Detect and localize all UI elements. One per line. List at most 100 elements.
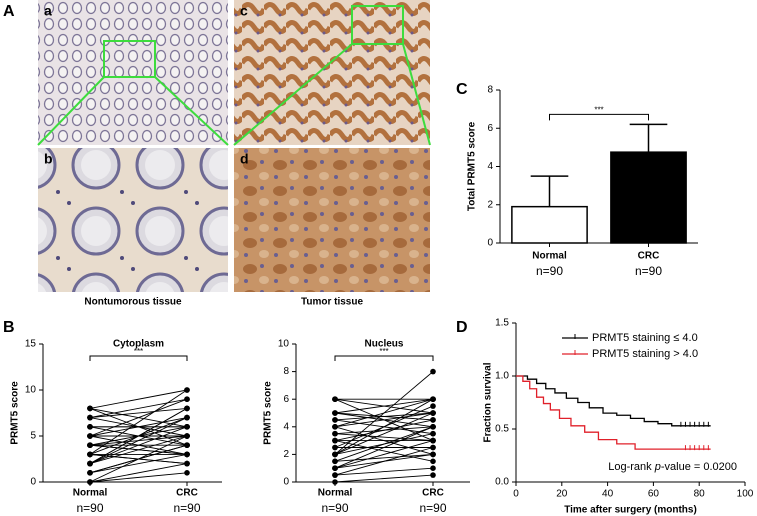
image-c bbox=[234, 0, 430, 145]
y-tick-label: 6 bbox=[283, 394, 289, 405]
point bbox=[430, 424, 436, 430]
x-tick-label: Normal bbox=[318, 488, 353, 499]
x-tick-label: 40 bbox=[602, 489, 614, 500]
image-a bbox=[38, 0, 228, 145]
y-tick-label: 8 bbox=[283, 366, 289, 377]
point bbox=[87, 433, 93, 439]
point bbox=[184, 396, 190, 403]
survival-curve bbox=[516, 375, 711, 450]
y-tick-label: 10 bbox=[278, 339, 290, 350]
point bbox=[184, 460, 190, 467]
zoom-line bbox=[233, 43, 353, 146]
pair-line bbox=[89, 407, 188, 419]
pair-line bbox=[334, 398, 434, 414]
y-axis-label: PRMT5 score bbox=[10, 381, 21, 445]
x-tick-label: 20 bbox=[556, 489, 568, 500]
x-tick-label: 60 bbox=[648, 489, 660, 500]
point bbox=[184, 451, 190, 458]
point bbox=[332, 458, 338, 465]
significance: *** bbox=[134, 347, 143, 356]
panel-letter: A bbox=[3, 3, 15, 20]
point bbox=[332, 410, 338, 416]
image-label: c bbox=[240, 3, 248, 19]
zoom-line bbox=[402, 43, 431, 146]
pair-line bbox=[334, 440, 434, 462]
y-tick-label: 15 bbox=[25, 339, 37, 350]
survival-curve bbox=[516, 375, 711, 427]
image-label: a bbox=[44, 3, 52, 19]
pair-line bbox=[89, 463, 188, 483]
significance-bracket bbox=[549, 113, 649, 121]
image-label: b bbox=[44, 151, 53, 167]
y-axis-label: Total PRMT5 score bbox=[467, 121, 478, 211]
pair-line bbox=[89, 417, 188, 455]
sample-size: n=90 bbox=[76, 501, 103, 515]
point bbox=[87, 451, 93, 458]
y-tick-label: 0 bbox=[30, 477, 36, 488]
point bbox=[184, 414, 190, 421]
point bbox=[184, 424, 190, 430]
point bbox=[430, 368, 436, 375]
zoom-box bbox=[351, 5, 404, 45]
point bbox=[184, 387, 190, 393]
pair-line bbox=[89, 389, 188, 409]
y-axis-label: Fraction survival bbox=[483, 362, 494, 442]
point bbox=[87, 470, 93, 476]
pair-line bbox=[334, 440, 434, 469]
point bbox=[430, 430, 436, 437]
pair-line bbox=[334, 447, 434, 476]
panel-letter: C bbox=[456, 81, 468, 98]
point bbox=[430, 417, 436, 423]
y-tick-label: 2 bbox=[487, 199, 493, 210]
annotation: Log-rank p-value = 0.0200 bbox=[608, 461, 737, 473]
pair-line bbox=[89, 453, 188, 474]
point bbox=[332, 417, 338, 423]
y-tick-label: 10 bbox=[25, 385, 37, 396]
significance-bracket bbox=[89, 355, 188, 361]
pair-line bbox=[89, 435, 188, 455]
point bbox=[430, 396, 436, 403]
y-tick-label: 0.5 bbox=[495, 424, 509, 435]
point bbox=[87, 424, 93, 430]
point bbox=[87, 414, 93, 421]
bar bbox=[511, 205, 588, 244]
image-label: d bbox=[240, 151, 249, 167]
x-tick-label: CRC bbox=[638, 251, 660, 262]
x-tick-label: 80 bbox=[694, 489, 706, 500]
y-tick-label: 1.0 bbox=[495, 371, 509, 382]
caption: Tumor tissue bbox=[301, 297, 363, 308]
y-tick-label: 8 bbox=[487, 85, 493, 96]
point bbox=[184, 433, 190, 439]
point bbox=[184, 442, 190, 449]
annotation-part: Log-rank bbox=[608, 461, 654, 473]
point bbox=[430, 444, 436, 451]
y-tick-label: 4 bbox=[283, 421, 289, 432]
annotation-part: -value = 0.0200 bbox=[661, 461, 737, 473]
point bbox=[332, 424, 338, 430]
pair-line bbox=[334, 426, 434, 469]
pair-line bbox=[334, 433, 434, 455]
pair-line bbox=[334, 412, 434, 421]
point bbox=[430, 437, 436, 444]
pair-line bbox=[334, 426, 434, 455]
pair-line bbox=[334, 467, 434, 476]
pair-line bbox=[89, 444, 188, 455]
caption: Nontumorous tissue bbox=[84, 297, 182, 308]
y-tick-label: 6 bbox=[487, 123, 493, 134]
legend-label: PRMT5 staining ≤ 4.0 bbox=[592, 332, 698, 344]
significance-bracket bbox=[334, 355, 434, 361]
pair-line bbox=[334, 405, 434, 448]
significance: *** bbox=[379, 347, 388, 356]
y-tick-label: 5 bbox=[30, 431, 36, 442]
y-axis-label: PRMT5 score bbox=[263, 381, 274, 445]
point bbox=[430, 451, 436, 458]
pair-line bbox=[89, 407, 188, 446]
y-tick-label: 0.0 bbox=[495, 477, 509, 488]
bar bbox=[610, 151, 687, 244]
point bbox=[332, 430, 338, 437]
panel-a: a b c d Nontumorous tissue Tumor tissue bbox=[37, 0, 431, 308]
sample-size: n=90 bbox=[419, 501, 446, 515]
panel-letter: B bbox=[3, 319, 15, 336]
sample-size: n=90 bbox=[635, 264, 662, 278]
